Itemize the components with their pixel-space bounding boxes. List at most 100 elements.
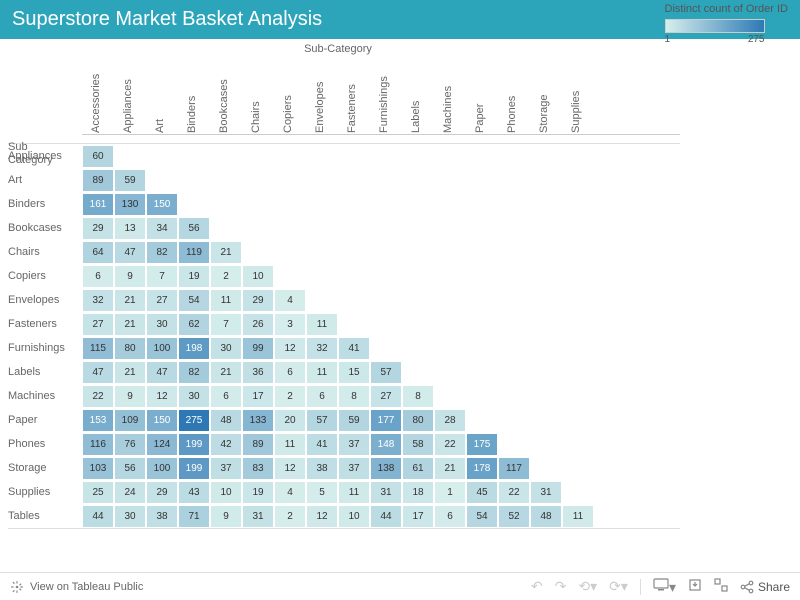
heatmap-cell[interactable]: 8: [402, 385, 434, 408]
heatmap-cell[interactable]: 199: [178, 457, 210, 480]
heatmap-cell[interactable]: 80: [402, 409, 434, 432]
heatmap-cell[interactable]: 59: [338, 409, 370, 432]
heatmap-cell[interactable]: 82: [178, 361, 210, 384]
heatmap-cell[interactable]: 58: [402, 433, 434, 456]
heatmap-cell[interactable]: 124: [146, 433, 178, 456]
heatmap-cell[interactable]: 177: [370, 409, 402, 432]
heatmap-cell[interactable]: 21: [210, 361, 242, 384]
heatmap-cell[interactable]: 71: [178, 505, 210, 528]
fullscreen-icon[interactable]: [714, 578, 728, 595]
heatmap-cell[interactable]: 100: [146, 337, 178, 360]
heatmap-cell[interactable]: 48: [530, 505, 562, 528]
heatmap-cell[interactable]: 80: [114, 337, 146, 360]
heatmap-cell[interactable]: 138: [370, 457, 402, 480]
heatmap-cell[interactable]: 27: [370, 385, 402, 408]
heatmap-cell[interactable]: 7: [146, 265, 178, 288]
heatmap-cell[interactable]: 99: [242, 337, 274, 360]
heatmap-cell[interactable]: 10: [210, 481, 242, 504]
heatmap-cell[interactable]: 130: [114, 193, 146, 216]
heatmap-cell[interactable]: 31: [530, 481, 562, 504]
heatmap-cell[interactable]: 21: [434, 457, 466, 480]
heatmap-cell[interactable]: 4: [274, 289, 306, 312]
heatmap-cell[interactable]: 38: [146, 505, 178, 528]
heatmap-cell[interactable]: 32: [82, 289, 114, 312]
heatmap-cell[interactable]: 82: [146, 241, 178, 264]
heatmap-cell[interactable]: 21: [114, 289, 146, 312]
heatmap-cell[interactable]: 1: [434, 481, 466, 504]
heatmap-cell[interactable]: 30: [114, 505, 146, 528]
heatmap-cell[interactable]: 30: [210, 337, 242, 360]
heatmap-cell[interactable]: 19: [242, 481, 274, 504]
heatmap-cell[interactable]: 119: [178, 241, 210, 264]
heatmap-cell[interactable]: 25: [82, 481, 114, 504]
heatmap-cell[interactable]: 27: [146, 289, 178, 312]
heatmap-cell[interactable]: 89: [82, 169, 114, 192]
heatmap-cell[interactable]: 11: [210, 289, 242, 312]
heatmap-cell[interactable]: 26: [242, 313, 274, 336]
heatmap-cell[interactable]: 11: [562, 505, 594, 528]
heatmap-cell[interactable]: 37: [338, 433, 370, 456]
heatmap-cell[interactable]: 10: [338, 505, 370, 528]
heatmap-cell[interactable]: 12: [274, 457, 306, 480]
heatmap-cell[interactable]: 20: [274, 409, 306, 432]
heatmap-cell[interactable]: 6: [82, 265, 114, 288]
heatmap-cell[interactable]: 4: [274, 481, 306, 504]
heatmap-cell[interactable]: 43: [178, 481, 210, 504]
heatmap-cell[interactable]: 48: [210, 409, 242, 432]
heatmap-cell[interactable]: 30: [146, 313, 178, 336]
share-button[interactable]: Share: [740, 580, 790, 594]
heatmap-cell[interactable]: 21: [210, 241, 242, 264]
heatmap-cell[interactable]: 59: [114, 169, 146, 192]
heatmap-cell[interactable]: 21: [114, 361, 146, 384]
heatmap-cell[interactable]: 28: [434, 409, 466, 432]
heatmap-cell[interactable]: 116: [82, 433, 114, 456]
heatmap-cell[interactable]: 42: [210, 433, 242, 456]
heatmap-cell[interactable]: 175: [466, 433, 498, 456]
heatmap-cell[interactable]: 148: [370, 433, 402, 456]
replay-icon[interactable]: ⟲▾: [578, 578, 597, 595]
heatmap-cell[interactable]: 9: [114, 265, 146, 288]
heatmap-cell[interactable]: 41: [306, 433, 338, 456]
heatmap-cell[interactable]: 37: [338, 457, 370, 480]
heatmap-cell[interactable]: 29: [82, 217, 114, 240]
heatmap-cell[interactable]: 32: [306, 337, 338, 360]
heatmap-cell[interactable]: 150: [146, 193, 178, 216]
heatmap-cell[interactable]: 31: [370, 481, 402, 504]
heatmap-cell[interactable]: 6: [274, 361, 306, 384]
heatmap-cell[interactable]: 56: [114, 457, 146, 480]
heatmap-cell[interactable]: 15: [338, 361, 370, 384]
heatmap-cell[interactable]: 5: [306, 481, 338, 504]
heatmap-cell[interactable]: 161: [82, 193, 114, 216]
redo-icon[interactable]: ↷: [555, 578, 567, 595]
heatmap-cell[interactable]: 8: [338, 385, 370, 408]
heatmap-cell[interactable]: 100: [146, 457, 178, 480]
heatmap-cell[interactable]: 22: [82, 385, 114, 408]
heatmap-cell[interactable]: 76: [114, 433, 146, 456]
heatmap-cell[interactable]: 22: [498, 481, 530, 504]
heatmap-cell[interactable]: 29: [146, 481, 178, 504]
heatmap-cell[interactable]: 83: [242, 457, 274, 480]
heatmap-cell[interactable]: 11: [338, 481, 370, 504]
heatmap-cell[interactable]: 36: [242, 361, 274, 384]
heatmap-cell[interactable]: 6: [434, 505, 466, 528]
heatmap-cell[interactable]: 199: [178, 433, 210, 456]
heatmap-cell[interactable]: 60: [82, 145, 114, 168]
heatmap-cell[interactable]: 2: [274, 505, 306, 528]
heatmap-cell[interactable]: 38: [306, 457, 338, 480]
heatmap-cell[interactable]: 62: [178, 313, 210, 336]
heatmap-cell[interactable]: 19: [178, 265, 210, 288]
heatmap-cell[interactable]: 41: [338, 337, 370, 360]
heatmap-cell[interactable]: 31: [242, 505, 274, 528]
heatmap-cell[interactable]: 9: [114, 385, 146, 408]
heatmap-cell[interactable]: 47: [82, 361, 114, 384]
heatmap-cell[interactable]: 153: [82, 409, 114, 432]
device-icon[interactable]: ▾: [653, 578, 676, 596]
heatmap-cell[interactable]: 12: [306, 505, 338, 528]
heatmap-cell[interactable]: 57: [306, 409, 338, 432]
heatmap-cell[interactable]: 21: [114, 313, 146, 336]
heatmap-cell[interactable]: 11: [306, 313, 338, 336]
heatmap-cell[interactable]: 30: [178, 385, 210, 408]
heatmap-cell[interactable]: 57: [370, 361, 402, 384]
heatmap-cell[interactable]: 17: [402, 505, 434, 528]
heatmap-cell[interactable]: 56: [178, 217, 210, 240]
